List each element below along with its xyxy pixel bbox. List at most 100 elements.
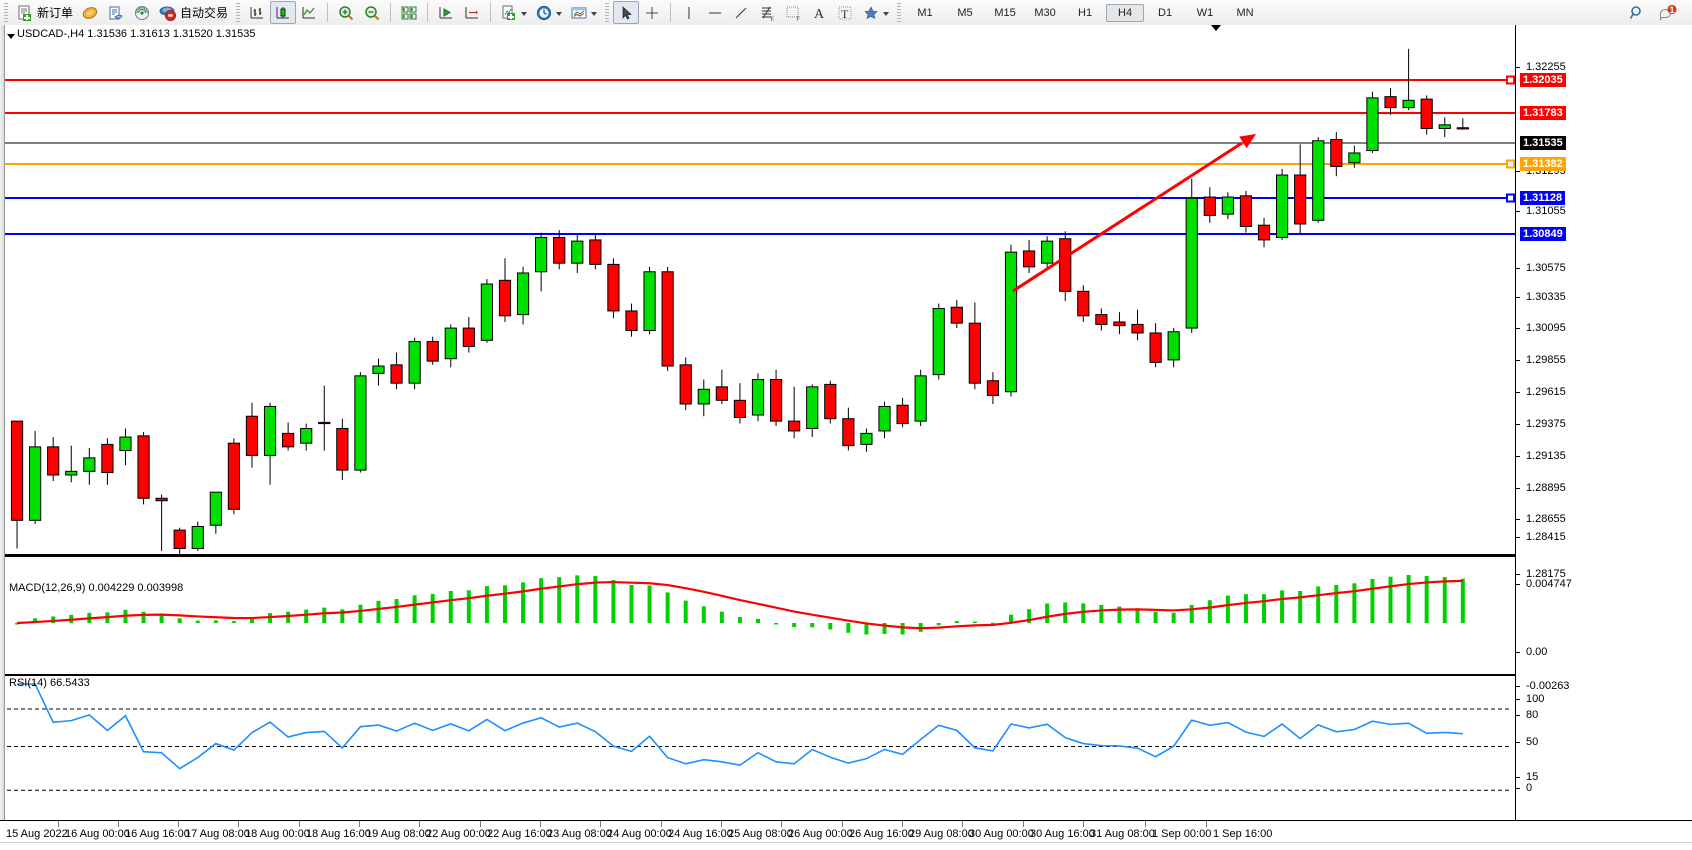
macd-signal-line	[16, 579, 1463, 630]
text-icon: A	[810, 4, 828, 22]
toolbar-separator-4	[490, 3, 492, 22]
expert-advisor-icon	[81, 4, 99, 22]
macd-histogram-bar	[1099, 604, 1104, 623]
zoom-in-button[interactable]	[333, 1, 359, 24]
timeframe-h1[interactable]: H1	[1078, 6, 1093, 19]
chart-shift-icon	[463, 4, 481, 22]
candle	[751, 379, 765, 416]
zoom-out-button[interactable]	[359, 1, 385, 24]
vline-button[interactable]	[676, 1, 702, 24]
price-level-label-support-2[interactable]: 1.30849	[1520, 227, 1566, 241]
objects-icon	[862, 4, 880, 22]
cursor-icon	[617, 4, 635, 22]
price-pane[interactable]	[0, 25, 1516, 556]
timeframe-m5[interactable]: M5	[957, 6, 973, 19]
timeframe-d1[interactable]: D1	[1158, 6, 1173, 19]
timeframe-m15[interactable]: M15	[994, 6, 1016, 19]
candle	[336, 427, 349, 471]
indicators-button[interactable]	[496, 1, 531, 24]
auto-scroll-button[interactable]	[433, 1, 459, 24]
bar-chart-button[interactable]	[244, 1, 270, 24]
candle	[769, 379, 783, 422]
chevron-down-icon-2[interactable]	[556, 11, 563, 16]
timeframe-mn[interactable]: MN	[1236, 6, 1254, 19]
rsi-pane[interactable]	[0, 675, 1516, 822]
macd-histogram-bar	[358, 604, 363, 623]
chart-frame[interactable]: USDCAD-,H4 1.31536 1.31613 1.31520 1.315…	[0, 25, 1692, 850]
timeframe-h4[interactable]: H4	[1106, 3, 1145, 22]
level-handle-resistance-1	[1506, 75, 1515, 85]
level-handle-pivot	[1506, 159, 1515, 169]
period-button[interactable]	[531, 1, 566, 24]
toolbar-separator	[327, 3, 329, 22]
trendline-button[interactable]	[728, 1, 754, 24]
timeframe-w1[interactable]: W1	[1196, 6, 1214, 19]
label-icon: T	[836, 4, 854, 22]
time-tick	[118, 821, 119, 827]
crosshair-button[interactable]	[639, 1, 665, 24]
channel-button[interactable]: F	[780, 1, 806, 24]
axis-tick	[1516, 788, 1520, 789]
axis-tick	[1516, 584, 1520, 585]
signals-button[interactable]	[129, 1, 155, 24]
expert-advisor-button[interactable]	[77, 1, 103, 24]
text-button[interactable]: A	[806, 1, 832, 24]
objects-button[interactable]	[858, 1, 893, 24]
alerts-button[interactable]: 1	[1654, 1, 1682, 24]
candle	[986, 380, 1000, 396]
new-order-button[interactable]: 新订单	[12, 1, 77, 24]
chevron-down-icon[interactable]	[521, 11, 528, 16]
axis-tick	[1516, 537, 1520, 538]
time-axis-label: 23 Aug 08:00	[547, 828, 612, 840]
time-axis-label: 15 Aug 2022	[6, 828, 68, 840]
search-button[interactable]	[1624, 1, 1650, 24]
time-axis-label: 25 Aug 08:00	[728, 828, 793, 840]
toolbar-grip[interactable]	[4, 3, 8, 22]
axis-tick	[1516, 360, 1520, 361]
symbol-dropdown-caret-icon[interactable]	[7, 34, 15, 39]
macd-histogram-bar	[539, 578, 544, 623]
candle	[878, 405, 891, 432]
chart-shift-button[interactable]	[459, 1, 485, 24]
price-level-label-resistance-1[interactable]: 1.32035	[1520, 73, 1566, 87]
chevron-down-icon-4[interactable]	[883, 11, 890, 16]
macd-pane[interactable]	[0, 556, 1516, 676]
time-axis[interactable]: 15 Aug 2022 16 Aug 00:00 16 Aug 16:00 17 Au…	[0, 820, 1692, 850]
svg-text:A: A	[814, 7, 825, 22]
fibo-button[interactable]: E	[754, 1, 780, 24]
chevron-down-icon-3[interactable]	[591, 11, 598, 16]
candle	[101, 443, 114, 474]
price-scale[interactable]: 1.32255 1.31295 1.31055 1.30575 1.30335 1.300…	[1516, 25, 1692, 820]
axis-tick	[1516, 424, 1520, 425]
candle	[408, 341, 421, 384]
toolbar-grip-3[interactable]	[605, 3, 610, 22]
macd-histogram-bar	[502, 585, 507, 623]
axis-tick	[1516, 392, 1520, 393]
price-level-label-resistance-2[interactable]: 1.31783	[1520, 106, 1566, 120]
price-level-label-support-1[interactable]: 1.31128	[1520, 191, 1566, 205]
timeframe-m30[interactable]: M30	[1034, 6, 1056, 19]
toolbar-grip-4[interactable]	[897, 3, 902, 22]
price-level-label-pivot[interactable]: 1.31382	[1520, 157, 1566, 171]
hline-button[interactable]	[702, 1, 728, 24]
cursor-button[interactable]	[613, 1, 640, 24]
templates-button[interactable]	[566, 1, 601, 24]
tile-charts-button[interactable]	[396, 1, 422, 24]
axis-tick	[1516, 268, 1520, 269]
macd-histogram-bar	[557, 577, 562, 623]
macd-histogram-bar	[629, 585, 634, 623]
label-button[interactable]: T	[832, 1, 858, 24]
time-tick	[1083, 821, 1084, 827]
auto-trading-button[interactable]: 自动交易	[155, 1, 232, 24]
macd-histogram-bar	[1316, 586, 1321, 623]
candle	[191, 525, 204, 549]
toolbar-grip-2[interactable]	[236, 3, 241, 22]
timeframe-m1[interactable]: M1	[917, 6, 933, 19]
candlestick-chart-button[interactable]	[270, 1, 297, 24]
macd-histogram-bar	[1280, 590, 1285, 623]
price-level-label-current-price[interactable]: 1.31535	[1520, 136, 1566, 150]
candle	[137, 435, 150, 499]
line-chart-button[interactable]	[296, 1, 322, 24]
data-window-button[interactable]	[103, 1, 129, 24]
crosshair-icon	[643, 4, 661, 22]
